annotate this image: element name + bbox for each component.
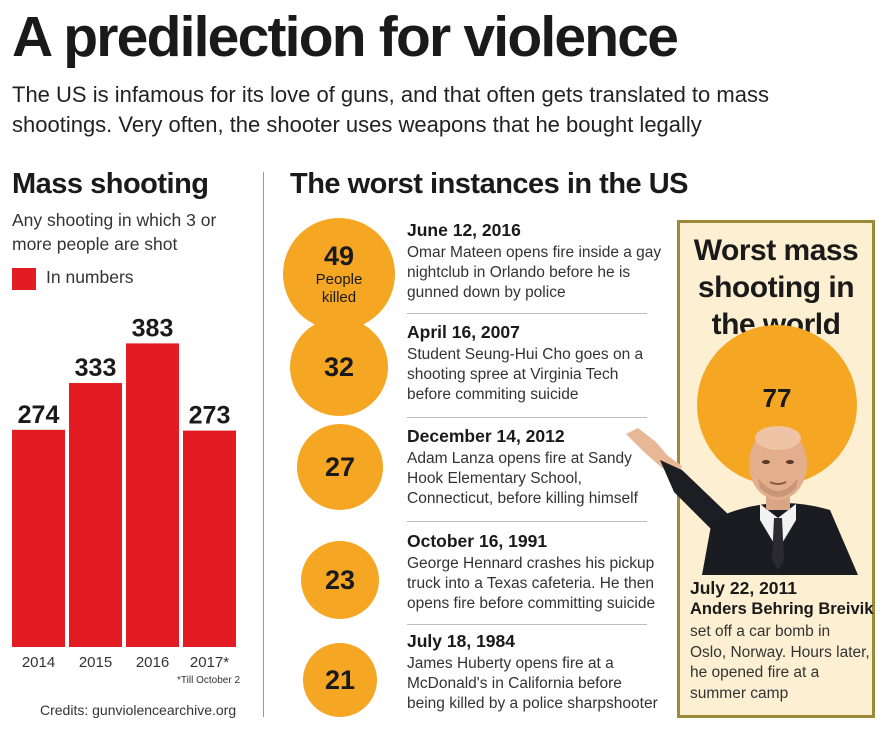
event-circle: 21 [303, 643, 377, 717]
worst-world-heading: Worst mass shooting in the world [693, 234, 859, 341]
legend-swatch [12, 268, 36, 290]
legend-label: In numbers [46, 267, 134, 287]
category-label: 2015 [79, 654, 112, 671]
event-description: Omar Mateen opens fire inside a gay nigh… [407, 244, 662, 301]
worst-world-date: July 22, 2011 [690, 578, 798, 598]
credits: Credits: gunviolencearchive.org [40, 702, 237, 718]
bar-value-label: 273 [189, 402, 231, 430]
worst-world-name: Anders Behring Breivik [690, 600, 874, 618]
bar-value-label: 383 [132, 314, 174, 342]
event-death-count: 49 [323, 241, 355, 271]
event-description: James Huberty opens fire at a McDonald's… [407, 655, 658, 712]
bar-value-label: 274 [18, 401, 60, 429]
mass-shooting-definition: Any shooting in which 3 or more people a… [12, 210, 217, 254]
bar-2014 [12, 429, 65, 647]
event-death-count: 23 [324, 565, 356, 595]
page-subtitle: The US is infamous for its love of guns,… [12, 82, 769, 137]
event-death-count: 32 [323, 352, 355, 382]
mass-shooting-heading: Mass shooting [12, 168, 209, 200]
event-circle: 27 [297, 424, 383, 510]
event-date: October 16, 1991 [407, 531, 548, 551]
event-description: George Hennard crashes his pickup truck … [407, 555, 656, 612]
column-divider [263, 172, 264, 717]
bar-value-label: 333 [75, 354, 117, 382]
event-description: Student Seung-Hui Cho goes on a shooting… [407, 346, 644, 403]
event-date: June 12, 2016 [407, 220, 521, 240]
breivik-photo [626, 426, 858, 575]
event-date: December 14, 2012 [407, 426, 565, 446]
event-circle: 23 [301, 541, 379, 619]
category-label: 2016 [136, 654, 169, 671]
event-separator [407, 313, 647, 314]
event-date: July 18, 1984 [407, 631, 515, 651]
worst-world-death-count: 77 [762, 383, 792, 413]
bar-2016 [126, 343, 179, 647]
event-separator [407, 417, 647, 418]
bar-chart: 274 2014 333 2015 383 2016 273 2017* *Till Octob… [12, 314, 240, 686]
event-circle: 49 People killed [283, 218, 395, 330]
event-circle: 32 [290, 318, 388, 416]
event-description: Adam Lanza opens fire at Sandy Hook Elem… [407, 450, 638, 507]
worst-world-description: set off a car bomb in Oslo, Norway. Hour… [690, 623, 870, 702]
event-death-count: 27 [324, 452, 356, 482]
bar-2015 [69, 383, 122, 647]
category-label: 2014 [22, 654, 55, 671]
category-label: 2017* [190, 654, 229, 671]
page-title: A predilection for violence [12, 5, 679, 69]
event-death-unit: People killed [315, 271, 363, 306]
event-date: April 16, 2007 [407, 322, 520, 342]
chart-footnote: *Till October 2 [177, 675, 240, 686]
event-death-count: 21 [324, 665, 356, 695]
bar-2017 [183, 430, 236, 647]
worst-instances-heading: The worst instances in the US [290, 168, 689, 200]
event-separator [407, 521, 647, 522]
event-separator [407, 624, 647, 625]
